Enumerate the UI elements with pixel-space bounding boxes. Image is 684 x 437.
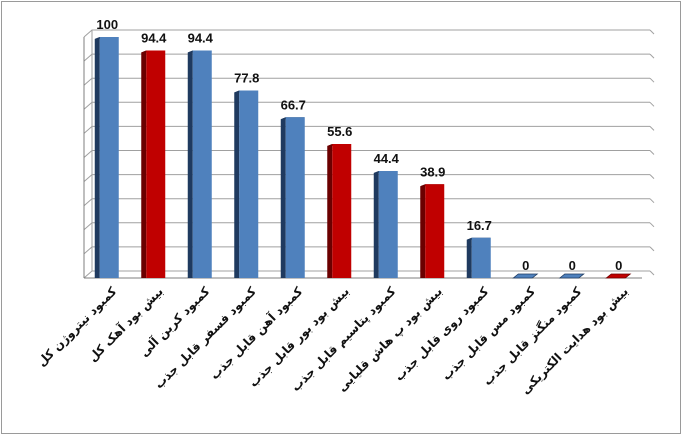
gridline-right-wall: [649, 246, 655, 252]
bar-flat: [512, 273, 539, 279]
bar-front: [425, 184, 445, 278]
bar-front: [192, 50, 212, 278]
bar-front: [378, 170, 398, 278]
bar: [280, 117, 305, 279]
bar-front: [471, 237, 491, 278]
bar: [605, 273, 632, 279]
data-label: 94.4: [188, 30, 214, 45]
bar-side: [141, 50, 147, 278]
bar: [512, 273, 539, 279]
bar-front: [332, 144, 352, 278]
gridline: [83, 246, 650, 255]
bar-side: [420, 184, 426, 278]
data-label: 77.8: [234, 71, 259, 86]
gridline: [83, 222, 650, 231]
gridline: [83, 53, 650, 62]
grid-layer: [83, 29, 655, 279]
gridline: [83, 125, 650, 134]
bar-front: [99, 37, 119, 278]
bar: [141, 50, 166, 278]
bar-side: [280, 117, 286, 279]
bar-front: [239, 90, 259, 278]
gridline-right-wall: [649, 222, 655, 228]
data-label: 16.7: [467, 218, 492, 233]
gridline-right-wall: [649, 77, 655, 83]
bar-layer: [94, 37, 632, 279]
bar-side: [234, 90, 240, 278]
gridline-right-wall: [649, 270, 655, 276]
data-label: 0: [569, 258, 576, 273]
bar-side: [187, 50, 193, 278]
data-label: 66.7: [281, 97, 306, 112]
bar-side: [327, 144, 333, 278]
category-label: کمبود آهن قابل جذب: [207, 284, 306, 383]
data-label: 55.6: [327, 124, 352, 139]
gridline-right-wall: [649, 198, 655, 204]
bar: [187, 50, 212, 278]
data-label: 94.4: [141, 30, 167, 45]
bar-flat: [558, 273, 585, 279]
data-label: 0: [615, 258, 622, 273]
bar: [420, 184, 445, 278]
gridline: [83, 77, 650, 86]
bar-side: [373, 170, 379, 278]
bar: [327, 144, 352, 278]
bar-flat: [605, 273, 632, 279]
data-label: 44.4: [374, 151, 400, 166]
data-label: 38.9: [420, 164, 445, 179]
gridline-right-wall: [649, 29, 655, 35]
bar: [373, 170, 398, 278]
data-label: 0: [522, 258, 529, 273]
gridline: [83, 174, 650, 182]
bar: [234, 90, 259, 278]
gridline-right-wall: [649, 101, 655, 107]
gridline: [83, 101, 650, 110]
gridline-right-wall: [649, 126, 655, 131]
gridline-right-wall: [649, 150, 655, 155]
bar: [466, 237, 491, 278]
data-label: 100: [96, 17, 118, 32]
category-label: کمبود نیتروژن کل: [34, 284, 120, 370]
gridline-right-wall: [649, 174, 655, 179]
value-label-layer: 100 94.4 94.4 77.8 66.7 55.6 44.4 38.9 16.7 0 0 0: [96, 17, 622, 273]
bar-front: [146, 50, 166, 278]
bar-side: [466, 237, 472, 278]
bar-side: [94, 37, 100, 278]
gridline: [83, 198, 650, 207]
gridline: [83, 150, 650, 158]
bar: [558, 273, 585, 279]
bar-front: [285, 117, 305, 279]
gridline-right-wall: [649, 53, 655, 59]
bar: [94, 37, 119, 278]
gridline: [83, 29, 650, 38]
